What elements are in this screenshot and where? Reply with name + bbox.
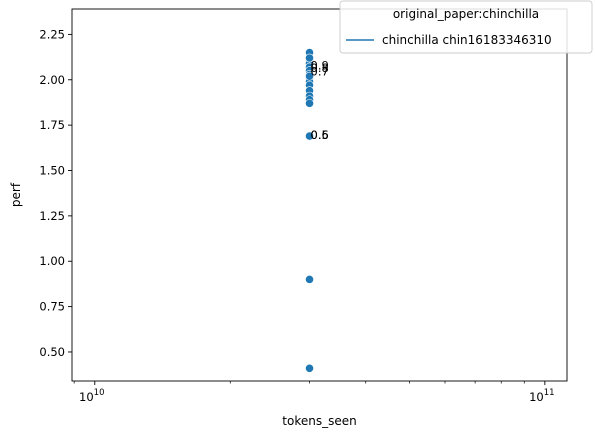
x-tick-label: 1011	[529, 388, 554, 404]
y-tick-label: 1.00	[39, 254, 65, 268]
x-axis-ticks: 1010 1011	[73, 381, 555, 404]
y-tick-label: 1.75	[39, 118, 65, 132]
point-annotation: 0.9	[311, 58, 329, 72]
data-point	[305, 131, 314, 141]
y-tick-label: 2.00	[39, 73, 65, 87]
x-axis-label: tokens_seen	[282, 414, 356, 428]
point-annotation: 0.5	[311, 128, 329, 142]
x-tick-label: 1010	[79, 388, 104, 404]
point-annotation: 0.6	[311, 128, 329, 142]
data-point	[305, 98, 314, 108]
legend-box	[339, 0, 593, 54]
data-point	[305, 53, 314, 63]
legend-entry-label: chinchilla chin16183346310	[382, 33, 552, 47]
y-axis-ticks: 0.50 0.75 1.00 1.25 1.50 1.75 2.00 2.25	[39, 27, 72, 359]
plot-marks	[305, 48, 314, 373]
data-point	[305, 274, 314, 284]
annotations: 0.90.80.7 0.60.5	[311, 58, 329, 142]
y-tick-label: 2.25	[39, 27, 65, 41]
legend-title: original_paper:chinchilla	[393, 7, 539, 21]
y-tick-label: 1.25	[39, 209, 65, 223]
axes-frame	[71, 8, 568, 382]
legend: original_paper:chinchilla chinchilla chi…	[339, 0, 593, 54]
y-tick-label: 0.50	[39, 345, 65, 359]
y-axis-label: perf	[9, 182, 23, 207]
y-tick-label: 0.75	[39, 300, 65, 314]
data-point	[305, 363, 314, 373]
y-tick-label: 1.50	[39, 164, 65, 178]
point-annotation: 0.8	[311, 61, 329, 75]
point-annotation: 0.7	[311, 65, 329, 79]
data-point	[305, 71, 314, 81]
